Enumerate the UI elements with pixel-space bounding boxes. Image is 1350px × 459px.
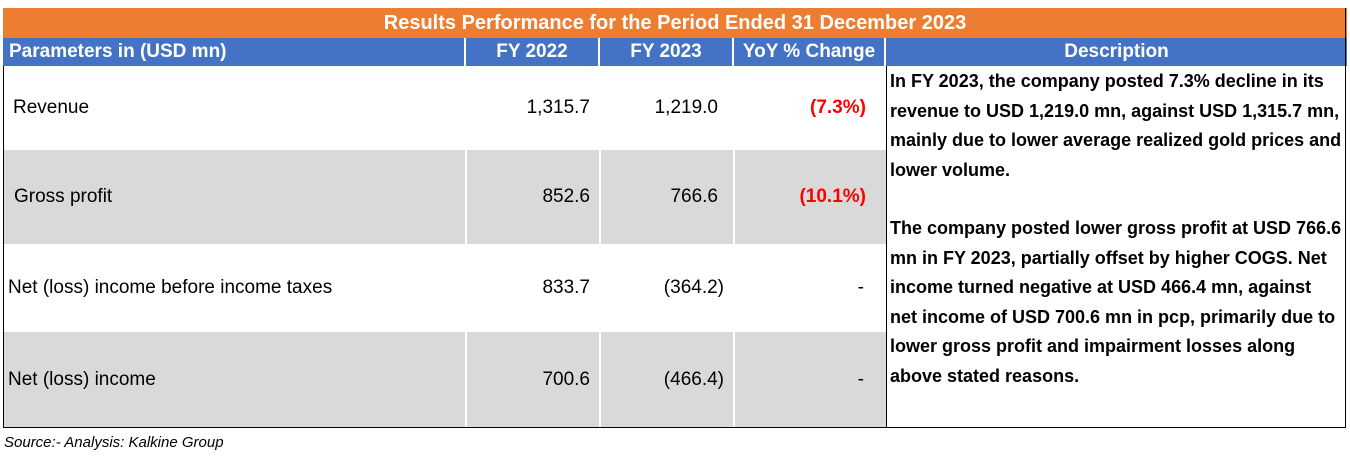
row-net-income-yoy: - bbox=[734, 332, 886, 427]
row-pretax-income-label: Net (loss) income before income taxes bbox=[8, 277, 333, 298]
header-fy2022: FY 2022 bbox=[466, 38, 600, 66]
header-parameters: Parameters in (USD mn) bbox=[3, 38, 466, 66]
row-gross-profit-fy2022: 852.6 bbox=[466, 150, 600, 244]
row-revenue-label: Revenue bbox=[13, 97, 90, 118]
description-paragraph-2: The company posted lower gross profit at… bbox=[890, 218, 1342, 386]
header-fy2023: FY 2023 bbox=[600, 38, 734, 66]
row-revenue-fy2023: 1,219.0 bbox=[654, 97, 718, 118]
row-net-income-label: Net (loss) income bbox=[4, 332, 466, 427]
table-title: Results Performance for the Period Ended… bbox=[3, 8, 1347, 38]
row-revenue-fy2022: 1,315.7 bbox=[526, 97, 590, 118]
row-gross-profit-label: Gross profit bbox=[4, 150, 466, 244]
column-divider bbox=[733, 66, 735, 428]
column-divider bbox=[599, 66, 601, 428]
row-net-income-fy2023: (466.4) bbox=[600, 332, 734, 427]
header-description: Description bbox=[886, 38, 1347, 66]
row-pretax-income-fy2023: (364.2) bbox=[663, 277, 724, 298]
table-border-left bbox=[3, 66, 4, 428]
row-net-income-fy2022: 700.6 bbox=[466, 332, 600, 427]
row-pretax-income-fy2022: 833.7 bbox=[542, 277, 590, 298]
row-revenue-yoy: (7.3%) bbox=[810, 97, 866, 118]
row-gross-profit-yoy: (10.1%) bbox=[734, 150, 886, 244]
description-panel: In FY 2023, the company posted 7.3% decl… bbox=[888, 66, 1345, 428]
description-paragraph-1: In FY 2023, the company posted 7.3% decl… bbox=[890, 71, 1342, 180]
table-border-right bbox=[1345, 8, 1346, 428]
row-pretax-income-yoy: - bbox=[857, 277, 864, 298]
description-divider bbox=[886, 66, 887, 428]
column-divider bbox=[465, 66, 467, 428]
source-note: Source:- Analysis: Kalkine Group bbox=[4, 434, 224, 451]
table-border-bottom bbox=[3, 427, 1346, 428]
header-yoy-change: YoY % Change bbox=[734, 38, 886, 66]
row-gross-profit-fy2023: 766.6 bbox=[600, 150, 734, 244]
